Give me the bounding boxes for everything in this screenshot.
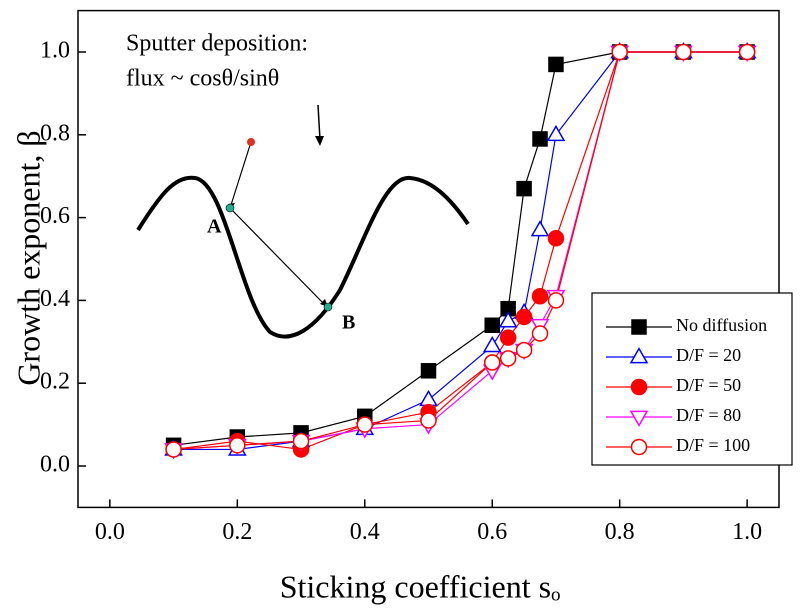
marker [482, 336, 502, 353]
legend-label: D/F = 80 [676, 405, 741, 425]
legend-marker [630, 378, 648, 396]
marker [499, 329, 517, 346]
x-tick-label: 0.2 [222, 519, 252, 545]
y-tick-label: 0.6 [40, 203, 70, 229]
marker [419, 389, 438, 407]
marker [356, 416, 374, 433]
marker [499, 350, 517, 367]
marker [548, 56, 564, 73]
annotation: B [342, 312, 355, 334]
marker [420, 363, 437, 379]
marker [675, 43, 692, 61]
marker [531, 325, 549, 342]
legend-label: No diffusion [676, 315, 767, 335]
arrow [317, 104, 321, 141]
marker [484, 317, 500, 333]
y-tick-label: 1.0 [40, 38, 70, 64]
marker [498, 311, 518, 328]
x-tick-label: 0.4 [350, 519, 380, 545]
legend-marker [630, 438, 648, 456]
arrow [230, 141, 252, 206]
legend-label: D/F = 20 [676, 345, 741, 365]
marker [530, 220, 550, 237]
marker [546, 124, 566, 142]
x-tick-label: 0.0 [95, 519, 125, 545]
particle [247, 138, 255, 146]
marker [420, 412, 437, 429]
marker [547, 230, 565, 247]
marker [515, 308, 533, 326]
marker [229, 437, 246, 454]
y-tick-label: 0.8 [40, 120, 70, 146]
legend-marker [631, 319, 647, 335]
y-axis-label: Growth exponent, β [10, 130, 46, 385]
marker [738, 43, 756, 61]
marker [516, 180, 532, 197]
annotation: Sputter deposition: [126, 31, 308, 57]
x-tick-label: 0.8 [605, 519, 635, 545]
marker [547, 292, 565, 309]
y-tick-label: 0.2 [40, 369, 70, 395]
legend-marker [629, 347, 649, 364]
legend-box [591, 292, 793, 466]
legend-marker [629, 410, 649, 427]
x-tick-label: 1.0 [732, 519, 762, 545]
legend-label: D/F = 50 [676, 375, 741, 395]
plot-frame [77, 9, 780, 509]
marker [515, 341, 533, 359]
marker [292, 432, 310, 450]
x-axis-label: Sticking coefficient sₒ [280, 568, 561, 604]
y-tick-label: 0.0 [40, 452, 70, 478]
annotation: A [207, 216, 222, 238]
marker [611, 43, 628, 61]
marker [483, 354, 501, 371]
marker [165, 441, 182, 458]
marker [531, 288, 549, 305]
x-tick-label: 0.6 [477, 519, 507, 545]
surface-profile [136, 175, 470, 339]
particle [323, 302, 333, 312]
inset-drawing [136, 104, 470, 339]
y-tick-label: 0.4 [40, 286, 70, 312]
marker [532, 131, 548, 147]
arrow-head [315, 136, 324, 146]
particle [225, 203, 235, 213]
annotation: flux ~ cosθ/sinθ [126, 66, 279, 92]
arrow [229, 207, 326, 306]
legend-label: D/F = 100 [676, 435, 750, 455]
